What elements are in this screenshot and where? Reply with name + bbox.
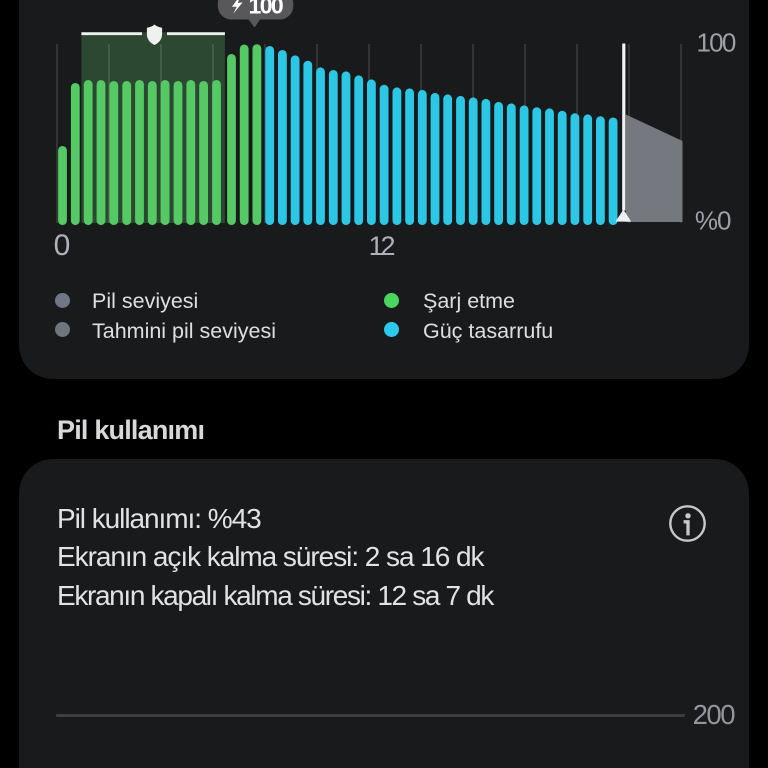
svg-text:0: 0 — [54, 229, 71, 260]
svg-text:%0: %0 — [695, 206, 731, 236]
svg-text:100: 100 — [697, 28, 736, 58]
svg-text:100: 100 — [249, 0, 283, 18]
svg-text:12: 12 — [369, 231, 395, 260]
